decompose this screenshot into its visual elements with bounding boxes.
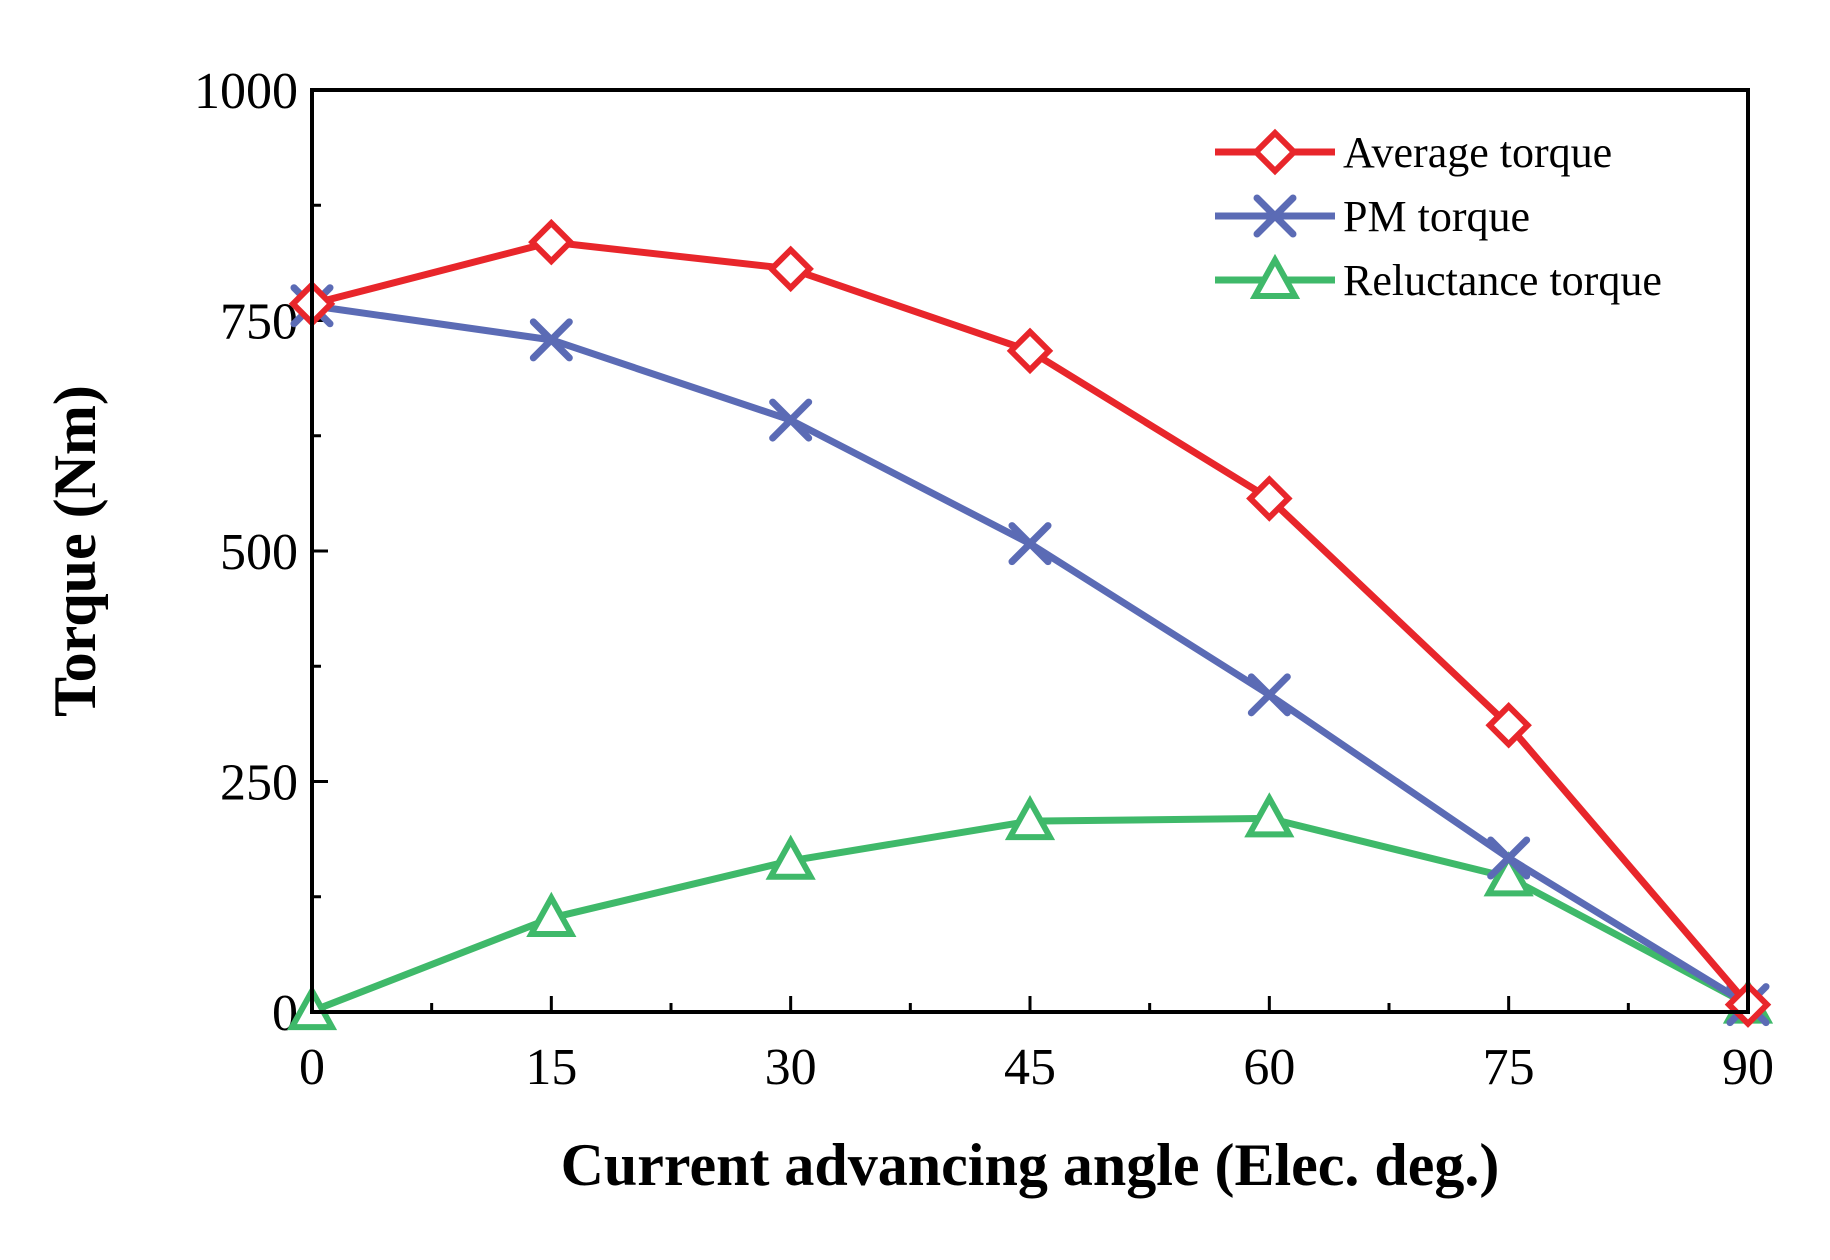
y-tick-label: 250 xyxy=(220,755,298,812)
legend-label-reluctance-torque: Reluctance torque xyxy=(1343,256,1662,305)
pm-torque-point xyxy=(1008,522,1052,566)
y-tick-label: 750 xyxy=(220,294,298,351)
legend-label-pm-torque: PM torque xyxy=(1343,192,1530,241)
legend: Average torque PM torque Reluctance torque xyxy=(1215,128,1662,305)
pm-torque-point-stroke xyxy=(1247,673,1291,717)
y-axis-title: Torque (Nm) xyxy=(42,385,108,717)
pm-torque-point-stroke xyxy=(529,318,573,362)
pm-torque-point xyxy=(1247,673,1291,717)
average-torque-point xyxy=(767,245,814,293)
x-tick-label: 60 xyxy=(1243,1039,1295,1096)
pm-torque-point xyxy=(529,318,573,362)
pm-torque-point xyxy=(1487,836,1531,880)
average-torque-point xyxy=(1006,327,1054,375)
reluctance-torque-point xyxy=(1004,794,1056,841)
average-torque-point xyxy=(1485,702,1532,749)
x-tick-label: 75 xyxy=(1483,1039,1535,1096)
y-tick-label: 500 xyxy=(220,524,298,581)
reluctance-torque-line xyxy=(310,814,1750,1015)
reluctance-torque-point xyxy=(1483,851,1534,897)
pm-torque-point-stroke xyxy=(769,398,813,442)
legend-swatch-marker xyxy=(1253,194,1297,238)
pm-torque-line xyxy=(311,302,1750,1008)
x-tick-label: 15 xyxy=(525,1039,577,1096)
plot-frame xyxy=(310,88,1750,1014)
pm-torque-point-stroke xyxy=(1487,836,1531,880)
x-axis-title: Current advancing angle (Elec. deg.) xyxy=(561,1132,1500,1198)
legend-swatch-marker-stroke xyxy=(1253,194,1297,238)
reluctance-torque-point xyxy=(765,834,816,880)
pm-torque-point xyxy=(769,398,813,442)
pm-torque-point-stroke xyxy=(1008,522,1052,566)
y-tick-label: 0 xyxy=(272,985,298,1042)
x-tick-label: 0 xyxy=(299,1039,325,1096)
ticks-layer: 0 15 30 45 60 75 90 0 250 500 750 1000 xyxy=(194,63,1774,1096)
legend-swatch-marker xyxy=(1251,128,1299,176)
x-tick-label: 45 xyxy=(1004,1039,1056,1096)
x-tick-label: 90 xyxy=(1722,1039,1774,1096)
y-tick-label: 1000 xyxy=(194,63,298,120)
average-torque-point xyxy=(528,218,575,266)
legend-swatch-marker xyxy=(1249,253,1301,299)
legend-label-average-torque: Average torque xyxy=(1343,128,1612,177)
series-layer xyxy=(286,218,1774,1031)
x-tick-label: 30 xyxy=(765,1039,817,1096)
reluctance-torque-point xyxy=(1244,792,1295,838)
average-torque-point xyxy=(1246,475,1293,522)
reluctance-torque-point xyxy=(526,891,577,937)
